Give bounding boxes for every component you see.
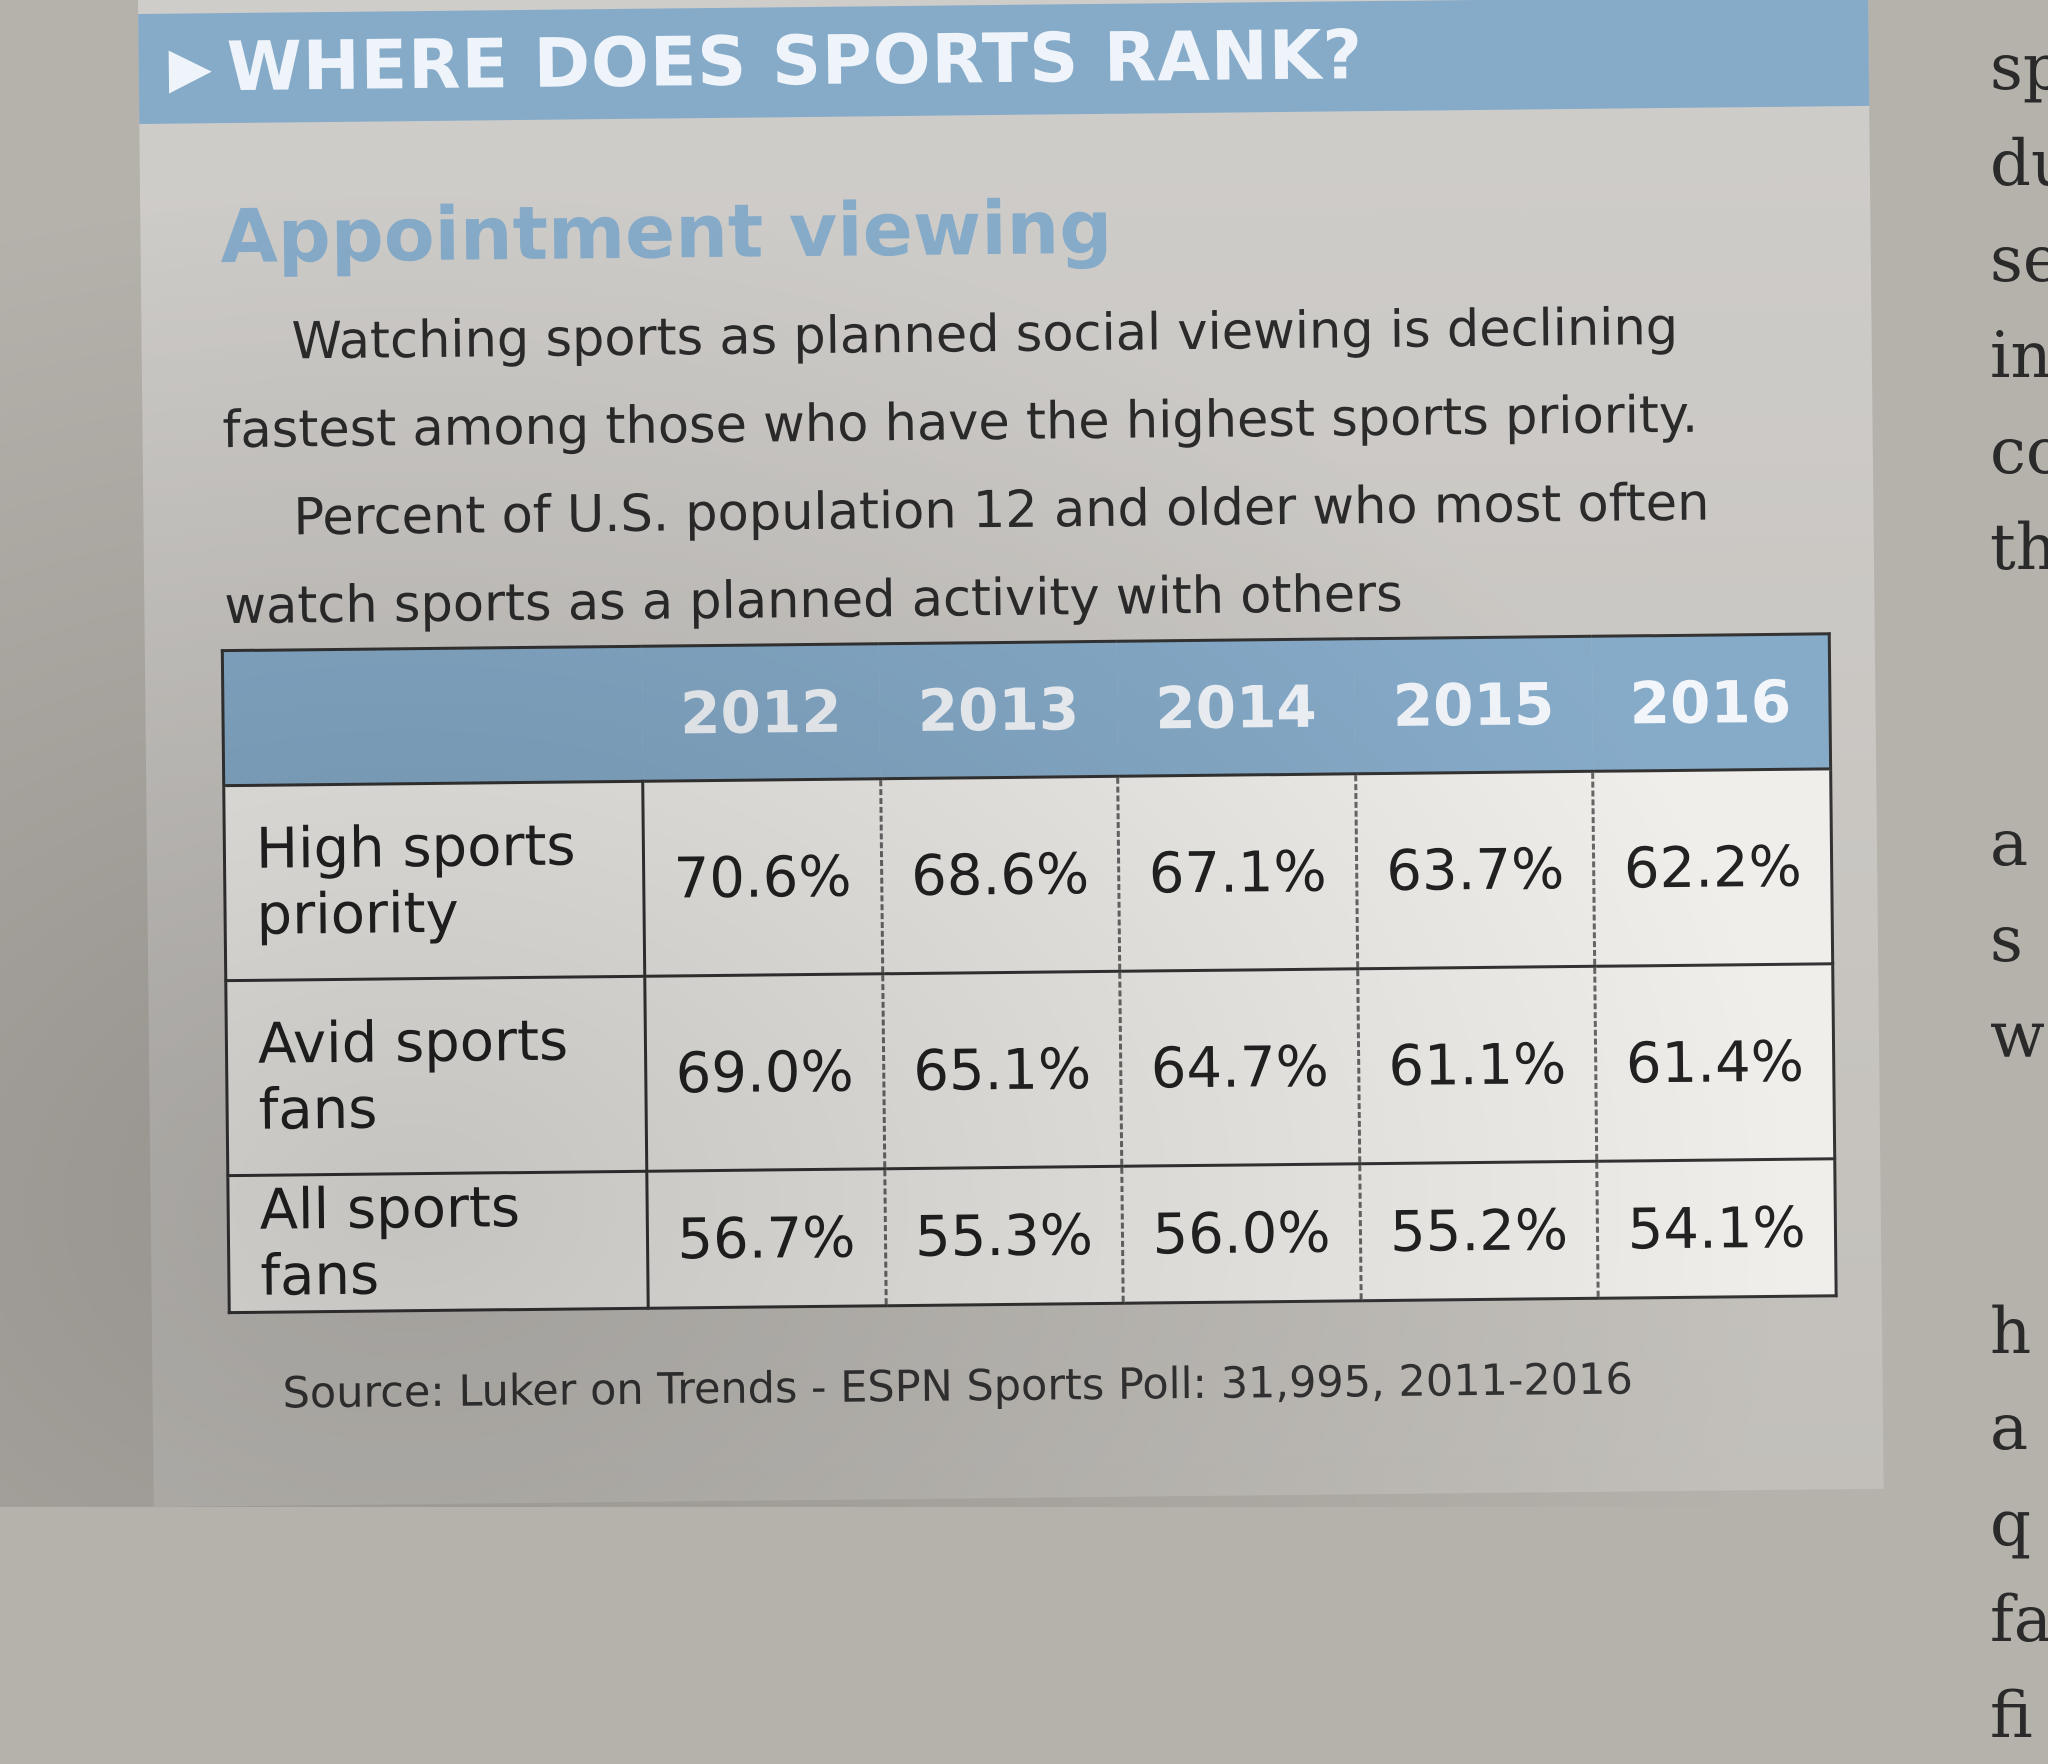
adjacent-text-fragment: fi	[1990, 1679, 2033, 1753]
table-cell: 65.1%	[882, 971, 1123, 1169]
table-cell: 56.7%	[646, 1168, 886, 1309]
adjacent-text-fragment: a	[1990, 1391, 2029, 1465]
table-cell: 56.0%	[1122, 1163, 1362, 1304]
infographic-panel: ▶ WHERE DOES SPORTS RANK? Appointment vie…	[138, 0, 1884, 1507]
description-note: Percent of U.S. population 12 and older …	[224, 473, 1710, 637]
header-corner	[222, 646, 643, 786]
adjacent-text-gap	[1990, 1084, 2048, 1284]
table-cell: 67.1%	[1117, 773, 1358, 972]
adjacent-text-fragment: s	[1990, 903, 2023, 977]
table-row: High sports priority 70.6% 68.6% 67.1% 6…	[223, 768, 1833, 981]
table-cell: 55.3%	[884, 1166, 1124, 1306]
table-cell: 69.0%	[644, 973, 885, 1172]
table-cell: 61.1%	[1357, 966, 1598, 1164]
adjacent-text-fragment: co	[1990, 415, 2048, 489]
table-cell: 55.2%	[1359, 1161, 1599, 1301]
adjacent-text-fragment: a	[1990, 807, 2029, 881]
adjacent-text-gap	[1990, 596, 2048, 796]
adjacent-text-fragment: h	[1990, 1295, 2032, 1369]
adjacent-text-fragment: fa	[1990, 1583, 2048, 1657]
play-arrow-icon: ▶	[168, 35, 214, 101]
adjacent-text-fragment: se	[1990, 223, 2048, 297]
banner: ▶ WHERE DOES SPORTS RANK?	[138, 0, 1870, 124]
header-year: 2013	[878, 641, 1118, 779]
table-cell: 70.6%	[642, 778, 883, 977]
data-table: 2012 2013 2014 2015 2016 High sports pri…	[221, 632, 1838, 1314]
adjacent-text-fragment: du	[1990, 127, 2048, 201]
row-label: All sports fans	[227, 1171, 649, 1313]
description-text: Watching sports as planned social viewin…	[222, 297, 1699, 461]
description: Watching sports as planned social viewin…	[221, 282, 1865, 651]
header-row: 2012 2013 2014 2015 2016	[222, 633, 1831, 786]
adjacent-text-fragment: q	[1990, 1487, 2031, 1561]
header-year: 2012	[641, 643, 881, 782]
header-year: 2014	[1116, 638, 1356, 777]
source-note: Source: Luker on Trends - ESPN Sports Po…	[282, 1354, 1634, 1419]
table-cell: 61.4%	[1595, 963, 1835, 1162]
row-label: High sports priority	[223, 781, 645, 981]
adjacent-text-fragment: w	[1990, 999, 2045, 1073]
table-cell: 62.2%	[1593, 768, 1833, 967]
header-year: 2016	[1591, 633, 1831, 772]
subhead: Appointment viewing	[220, 184, 1113, 281]
adjacent-text-fragment: sp	[1990, 31, 2048, 105]
adjacent-article-text: sp du se in co th a s w h a q fa fi	[1990, 20, 2048, 1764]
header-year: 2015	[1354, 636, 1594, 774]
table-cell: 64.7%	[1119, 968, 1360, 1167]
row-label: Avid sports fans	[225, 976, 647, 1176]
banner-title: WHERE DOES SPORTS RANK?	[226, 16, 1364, 108]
table-row: All sports fans 56.7% 55.3% 56.0% 55.2% …	[227, 1158, 1837, 1313]
table-cell: 54.1%	[1597, 1158, 1837, 1299]
table-cell: 68.6%	[880, 776, 1120, 974]
table-row: Avid sports fans 69.0% 65.1% 64.7% 61.1%…	[225, 963, 1835, 1176]
table-cell: 63.7%	[1355, 771, 1596, 969]
adjacent-text-fragment: in	[1990, 319, 2048, 393]
adjacent-text-fragment: th	[1990, 511, 2048, 585]
